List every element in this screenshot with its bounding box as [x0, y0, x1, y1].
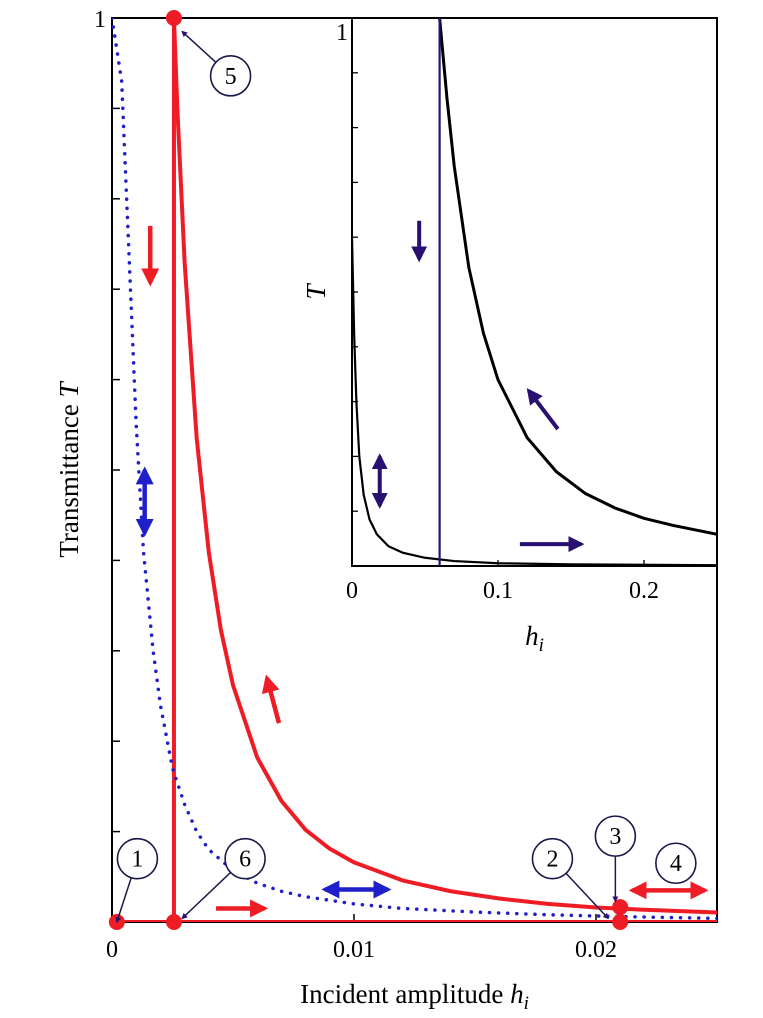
- main-x-tick-label: 0.02: [575, 937, 617, 963]
- point-marker-6: [165, 914, 182, 930]
- main-x-tick-label: 0.01: [333, 937, 375, 963]
- main-x-axis-title-text: Incident amplitude: [300, 979, 510, 1009]
- callout-circle-5: [209, 55, 252, 97]
- callout-label-5: 5: [225, 64, 237, 90]
- inset-y-axis-title: T: [301, 283, 331, 300]
- inset-plot: 1 0 0.1 0.2 hi T: [301, 17, 718, 656]
- inset-x-axis-title-var: h: [525, 621, 539, 651]
- callout-circle-6: [224, 837, 266, 880]
- callout-label-4: 4: [670, 851, 682, 877]
- callout-label-3: 3: [609, 824, 621, 850]
- callout-circle-1: [116, 837, 159, 880]
- inset-x-tick-label: 0.2: [629, 578, 659, 604]
- point-marker-3: [612, 899, 629, 916]
- point-marker-2: [612, 914, 629, 930]
- inset-direction-arrow-1: [526, 388, 560, 431]
- callout-leader-6: [181, 871, 232, 920]
- inset-x-tick-label: 0.1: [483, 578, 513, 604]
- callout-label-6: 6: [239, 847, 251, 873]
- inset-y-tick-label: 1: [336, 20, 348, 46]
- callout-circle-2: [531, 837, 574, 880]
- inset-series-line-1: [352, 237, 717, 566]
- inset-series-group: [352, 18, 717, 566]
- callout-leader-2: [565, 872, 609, 920]
- inset-x-axis-title-sub: i: [539, 635, 544, 656]
- main-x-axis-title-sub: i: [524, 993, 529, 1014]
- main-x-axis-title-var: h: [510, 979, 524, 1009]
- callout-leader-1: [115, 877, 132, 924]
- callout-leader-5: [181, 30, 217, 63]
- main-y-axis-title: Transmittance T: [54, 380, 84, 557]
- point-marker-5: [165, 10, 182, 26]
- main-series-line-0: [171, 18, 717, 915]
- main-direction-arrow-2: [261, 674, 282, 724]
- inset-x-axis-title: hi: [525, 621, 544, 656]
- inset-series-line-0: [438, 18, 717, 536]
- main-series-group: [112, 18, 717, 922]
- main-x-axis-title: Incident amplitude hi: [300, 979, 529, 1014]
- main-y-axis-title-var: T: [54, 380, 84, 397]
- inset-x-tick-label: 0: [346, 578, 358, 604]
- main-y-axis-title-text: Transmittance: [54, 397, 84, 557]
- callout-circle-3: [594, 815, 637, 857]
- inset-plot-frame: [351, 17, 718, 567]
- main-x-tick-label: 0: [106, 937, 118, 963]
- main-y-tick-label: 1: [94, 7, 106, 33]
- callout-label-1: 1: [131, 847, 143, 873]
- callout-circle-4: [655, 842, 697, 885]
- callout-label-2: 2: [546, 847, 558, 873]
